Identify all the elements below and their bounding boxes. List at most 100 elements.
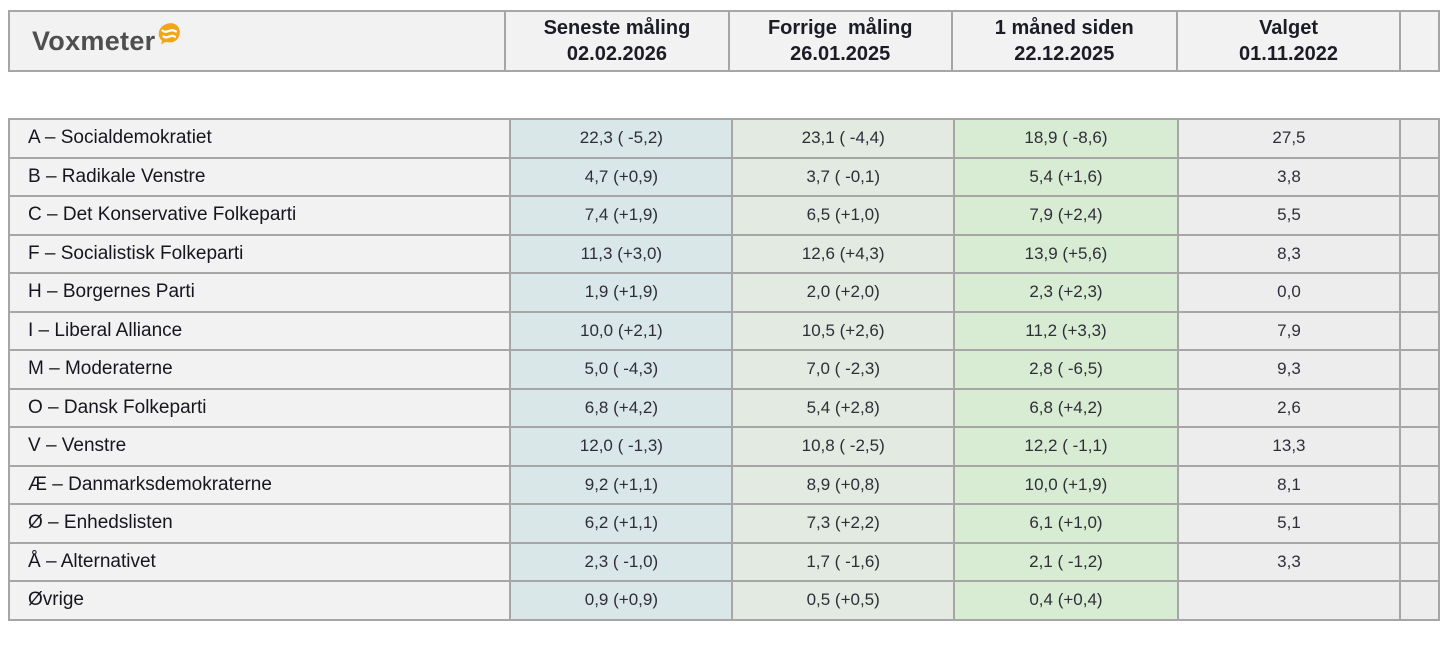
previous-poll-cell: 8,9 (+0,8)	[731, 464, 956, 505]
clipped-column-cell	[1399, 464, 1440, 505]
month-ago-cell: 2,3 (+2,3)	[953, 272, 1179, 313]
previous-poll-cell: 10,5 (+2,6)	[731, 310, 956, 351]
logo-cell: Voxmeter	[7, 10, 507, 72]
column-header-date: 26.01.2025	[790, 43, 891, 65]
party-name-cell: H – Borgernes Parti	[7, 272, 512, 313]
column-header-label: Forrige måling	[767, 17, 913, 39]
month-ago-cell: 7,9 (+2,4)	[953, 195, 1179, 236]
column-header-date: 22.12.2025	[1014, 43, 1115, 65]
month-ago-cell: 6,8 (+4,2)	[953, 387, 1179, 428]
poll-results-table: A – Socialdemokratiet 22,3 ( -5,2) 23,1 …	[7, 118, 1440, 621]
election-result-cell: 9,3	[1176, 349, 1402, 390]
voxmeter-speech-bubble-icon	[159, 23, 181, 45]
clipped-column-cell	[1399, 233, 1440, 274]
column-header-previous: Forrige måling 26.01.2025	[727, 10, 953, 72]
voxmeter-logo-text: Voxmeter	[32, 26, 156, 56]
party-name-cell: V – Venstre	[7, 426, 512, 467]
election-result-cell: 5,5	[1176, 195, 1402, 236]
election-result-cell: 3,8	[1176, 156, 1402, 197]
previous-poll-cell: 6,5 (+1,0)	[731, 195, 956, 236]
latest-poll-cell: 2,3 ( -1,0)	[509, 541, 734, 582]
latest-poll-cell: 11,3 (+3,0)	[509, 233, 734, 274]
voxmeter-logo: Voxmeter	[32, 21, 504, 61]
party-name-cell: C – Det Konservative Folkeparti	[7, 195, 512, 236]
election-result-cell: 2,6	[1176, 387, 1402, 428]
month-ago-cell: 18,9 ( -8,6)	[953, 118, 1179, 159]
column-header-label: Valget	[1259, 17, 1318, 39]
previous-poll-cell: 5,4 (+2,8)	[731, 387, 956, 428]
clipped-column-cell	[1399, 156, 1440, 197]
clipped-column-cell	[1399, 310, 1440, 351]
election-result-cell: 0,0	[1176, 272, 1402, 313]
table-row: A – Socialdemokratiet 22,3 ( -5,2) 23,1 …	[7, 118, 1440, 159]
table-row: I – Liberal Alliance 10,0 (+2,1) 10,5 (+…	[7, 310, 1440, 351]
election-result-cell: 13,3	[1176, 426, 1402, 467]
month-ago-cell: 10,0 (+1,9)	[953, 464, 1179, 505]
month-ago-cell: 5,4 (+1,6)	[953, 156, 1179, 197]
clipped-column-header	[1399, 10, 1440, 72]
latest-poll-cell: 9,2 (+1,1)	[509, 464, 734, 505]
month-ago-cell: 6,1 (+1,0)	[953, 503, 1179, 544]
previous-poll-cell: 23,1 ( -4,4)	[731, 118, 956, 159]
latest-poll-cell: 5,0 ( -4,3)	[509, 349, 734, 390]
party-name-cell: F – Socialistisk Folkeparti	[7, 233, 512, 274]
election-result-cell: 8,3	[1176, 233, 1402, 274]
clipped-column-cell	[1399, 541, 1440, 582]
latest-poll-cell: 0,9 (+0,9)	[509, 580, 734, 621]
table-row: Øvrige 0,9 (+0,9) 0,5 (+0,5) 0,4 (+0,4)	[7, 580, 1440, 621]
clipped-column-cell	[1399, 272, 1440, 313]
clipped-column-cell	[1399, 195, 1440, 236]
column-header-label: 1 måned siden	[994, 17, 1134, 39]
party-name-cell: Å – Alternativet	[7, 541, 512, 582]
column-header-date: 02.02.2026	[566, 43, 667, 65]
month-ago-cell: 2,1 ( -1,2)	[953, 541, 1179, 582]
column-header-label: Seneste måling	[543, 17, 691, 39]
table-row: F – Socialistisk Folkeparti 11,3 (+3,0) …	[7, 233, 1440, 274]
election-result-cell: 8,1	[1176, 464, 1402, 505]
table-row: B – Radikale Venstre 4,7 (+0,9) 3,7 ( -0…	[7, 156, 1440, 197]
clipped-column-cell	[1399, 580, 1440, 621]
table-row: Æ – Danmarksdemokraterne 9,2 (+1,1) 8,9 …	[7, 464, 1440, 505]
election-result-cell: 7,9	[1176, 310, 1402, 351]
party-name-cell: A – Socialdemokratiet	[7, 118, 512, 159]
poll-table-body: A – Socialdemokratiet 22,3 ( -5,2) 23,1 …	[7, 118, 1440, 621]
election-result-cell: 27,5	[1176, 118, 1402, 159]
latest-poll-cell: 10,0 (+2,1)	[509, 310, 734, 351]
party-name-cell: O – Dansk Folkeparti	[7, 387, 512, 428]
column-header-latest: Seneste måling 02.02.2026	[504, 10, 730, 72]
table-row: O – Dansk Folkeparti 6,8 (+4,2) 5,4 (+2,…	[7, 387, 1440, 428]
latest-poll-cell: 7,4 (+1,9)	[509, 195, 734, 236]
latest-poll-cell: 1,9 (+1,9)	[509, 272, 734, 313]
table-row: Å – Alternativet 2,3 ( -1,0) 1,7 ( -1,6)…	[7, 541, 1440, 582]
previous-poll-cell: 2,0 (+2,0)	[731, 272, 956, 313]
party-name-cell: Æ – Danmarksdemokraterne	[7, 464, 512, 505]
previous-poll-cell: 0,5 (+0,5)	[731, 580, 956, 621]
table-row: V – Venstre 12,0 ( -1,3) 10,8 ( -2,5) 12…	[7, 426, 1440, 467]
latest-poll-cell: 4,7 (+0,9)	[509, 156, 734, 197]
column-header-month-ago: 1 måned siden 22.12.2025	[950, 10, 1178, 72]
previous-poll-cell: 7,0 ( -2,3)	[731, 349, 956, 390]
month-ago-cell: 12,2 ( -1,1)	[953, 426, 1179, 467]
latest-poll-cell: 6,8 (+4,2)	[509, 387, 734, 428]
month-ago-cell: 0,4 (+0,4)	[953, 580, 1179, 621]
month-ago-cell: 11,2 (+3,3)	[953, 310, 1179, 351]
party-name-cell: M – Moderaterne	[7, 349, 512, 390]
election-result-cell: 3,3	[1176, 541, 1402, 582]
latest-poll-cell: 22,3 ( -5,2)	[509, 118, 734, 159]
previous-poll-cell: 7,3 (+2,2)	[731, 503, 956, 544]
party-name-cell: Ø – Enhedslisten	[7, 503, 512, 544]
latest-poll-cell: 6,2 (+1,1)	[509, 503, 734, 544]
party-name-cell: I – Liberal Alliance	[7, 310, 512, 351]
election-result-cell	[1176, 580, 1402, 621]
previous-poll-cell: 1,7 ( -1,6)	[731, 541, 956, 582]
column-header-date: 01.11.2022	[1239, 43, 1339, 65]
clipped-column-cell	[1399, 387, 1440, 428]
poll-header-table: Voxmeter Seneste måling 02.02.2026 Forri…	[7, 10, 1440, 72]
clipped-column-cell	[1399, 503, 1440, 544]
table-row: C – Det Konservative Folkeparti 7,4 (+1,…	[7, 195, 1440, 236]
clipped-column-cell	[1399, 349, 1440, 390]
table-row: H – Borgernes Parti 1,9 (+1,9) 2,0 (+2,0…	[7, 272, 1440, 313]
clipped-column-cell	[1399, 426, 1440, 467]
election-result-cell: 5,1	[1176, 503, 1402, 544]
previous-poll-cell: 10,8 ( -2,5)	[731, 426, 956, 467]
